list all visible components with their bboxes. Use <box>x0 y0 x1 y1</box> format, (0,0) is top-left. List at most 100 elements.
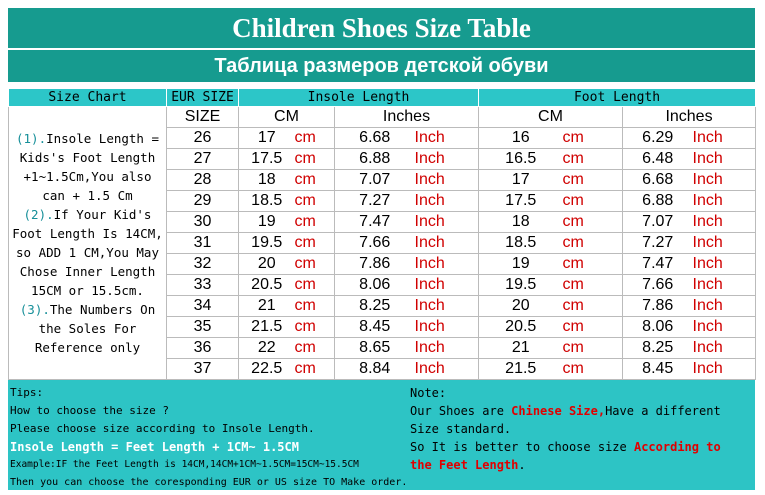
unit: cm <box>562 148 623 170</box>
note-text: So It is better to choose size According… <box>410 438 740 474</box>
unit: cm <box>294 232 335 254</box>
measure-value: 7.07 <box>334 169 415 191</box>
note-text: The Numbers On the Soles For Reference o… <box>34 302 156 355</box>
measure-value: 22.5 <box>238 358 295 380</box>
unit: Inch <box>692 232 757 254</box>
measure-value: 8.84 <box>334 358 415 380</box>
measure-value: 22 <box>238 337 295 359</box>
unit: cm <box>562 169 623 191</box>
measure-value: 8.65 <box>334 337 415 359</box>
measure-value: 16 <box>478 127 563 149</box>
unit: cm <box>562 316 623 338</box>
measure-value: 8.45 <box>622 358 693 380</box>
measure-value: 7.86 <box>334 253 415 275</box>
measure-value: 7.86 <box>622 295 693 317</box>
unit: cm <box>562 358 623 380</box>
header-cell: Foot Length <box>477 88 757 107</box>
measure-value: 17.5 <box>478 190 563 212</box>
eur-size: 35 <box>166 316 239 338</box>
measure-value: 19.5 <box>478 274 563 296</box>
eur-size: 27 <box>166 148 239 170</box>
header-cell: Size Chart <box>8 88 167 107</box>
measure-value: 20 <box>478 295 563 317</box>
eur-size: 33 <box>166 274 239 296</box>
eur-size: 26 <box>166 127 239 149</box>
measure-value: 21 <box>238 295 295 317</box>
measure-value: 7.47 <box>622 253 693 275</box>
unit: Inch <box>414 253 479 275</box>
eur-size: 32 <box>166 253 239 275</box>
measure-value: 8.06 <box>622 316 693 338</box>
measure-value: 8.25 <box>334 295 415 317</box>
note-number: (3). <box>19 302 50 317</box>
note-text: Our Shoes are Chinese Size,Have a differ… <box>410 402 740 438</box>
notes: (1).Insole Length = Kids's Foot Length +… <box>8 106 167 380</box>
unit: Inch <box>414 211 479 233</box>
measure-value: 18 <box>478 211 563 233</box>
unit: cm <box>294 316 335 338</box>
header-cell: Insole Length <box>238 88 479 107</box>
unit: Inch <box>414 232 479 254</box>
text: . <box>518 458 526 472</box>
unit: cm <box>294 358 335 380</box>
size-table: Size Chart EUR SIZE Insole Length Foot L… <box>8 88 757 380</box>
measure-value: 6.29 <box>622 127 693 149</box>
tip-line: How to choose the size ? <box>10 404 169 417</box>
measure-value: 17 <box>238 127 295 149</box>
unit: Inch <box>692 274 757 296</box>
unit: Inch <box>414 295 479 317</box>
eur-size: 29 <box>166 190 239 212</box>
unit: cm <box>294 337 335 359</box>
unit: cm <box>294 148 335 170</box>
unit: cm <box>562 211 623 233</box>
unit: Inch <box>414 190 479 212</box>
note-text: Insole Length = Kids's Foot Length +1~1.… <box>19 131 159 203</box>
eur-size: 31 <box>166 232 239 254</box>
measure-value: 6.48 <box>622 148 693 170</box>
header-cell: CM <box>238 106 335 128</box>
eur-size: 30 <box>166 211 239 233</box>
unit: Inch <box>692 337 757 359</box>
unit: cm <box>294 253 335 275</box>
note-item: (2).If Your Kid's Foot Length Is 14CM, s… <box>11 205 164 300</box>
note-item: (1).Insole Length = Kids's Foot Length +… <box>11 129 164 205</box>
table-row: 29 18.5 cm 7.27 Inch 17.5 cm 6.88 Inch <box>9 190 757 212</box>
highlight: According to the <box>410 440 721 472</box>
size-sheet: Children Shoes Size Table Таблица размер… <box>8 8 757 490</box>
header-cell: EUR SIZE <box>166 88 239 107</box>
measure-value: 17 <box>478 169 563 191</box>
text: So It is better to choose size <box>410 440 634 454</box>
table-row: 27 17.5 cm 6.88 Inch 16.5 cm 6.48 Inch <box>9 148 757 170</box>
measure-value: 19.5 <box>238 232 295 254</box>
eur-size: 36 <box>166 337 239 359</box>
measure-value: 7.27 <box>334 190 415 212</box>
measure-value: 21.5 <box>238 316 295 338</box>
measure-value: 20.5 <box>478 316 563 338</box>
text: Have a different Size standard. <box>410 404 721 436</box>
unit: cm <box>562 337 623 359</box>
eur-size: 37 <box>166 358 239 380</box>
note-number: (1). <box>16 131 47 146</box>
info-box: Tips: How to choose the size ? Please ch… <box>8 380 755 490</box>
note-number: (2). <box>23 207 54 222</box>
unit: Inch <box>692 211 757 233</box>
measure-value: 7.66 <box>622 274 693 296</box>
unit: Inch <box>414 337 479 359</box>
measure-value: 17.5 <box>238 148 295 170</box>
tip-line: Then you can choose the coresponding EUR… <box>10 477 408 488</box>
text: Our Shoes are <box>410 404 512 418</box>
unit: Inch <box>692 148 757 170</box>
tips: Tips: How to choose the size ? Please ch… <box>10 384 407 492</box>
unit: cm <box>294 127 335 149</box>
measure-value: 19 <box>238 211 295 233</box>
measure-value: 18.5 <box>238 190 295 212</box>
eur-size: 34 <box>166 295 239 317</box>
note: Note: Our Shoes are Chinese Size,Have a … <box>410 384 740 474</box>
unit: cm <box>562 232 623 254</box>
table-row: 37 22.5 cm 8.84 Inch 21.5 cm 8.45 Inch <box>9 358 757 380</box>
unit: Inch <box>692 316 757 338</box>
measure-value: 7.27 <box>622 232 693 254</box>
header-cell: SIZE <box>166 106 239 128</box>
unit: Inch <box>692 127 757 149</box>
